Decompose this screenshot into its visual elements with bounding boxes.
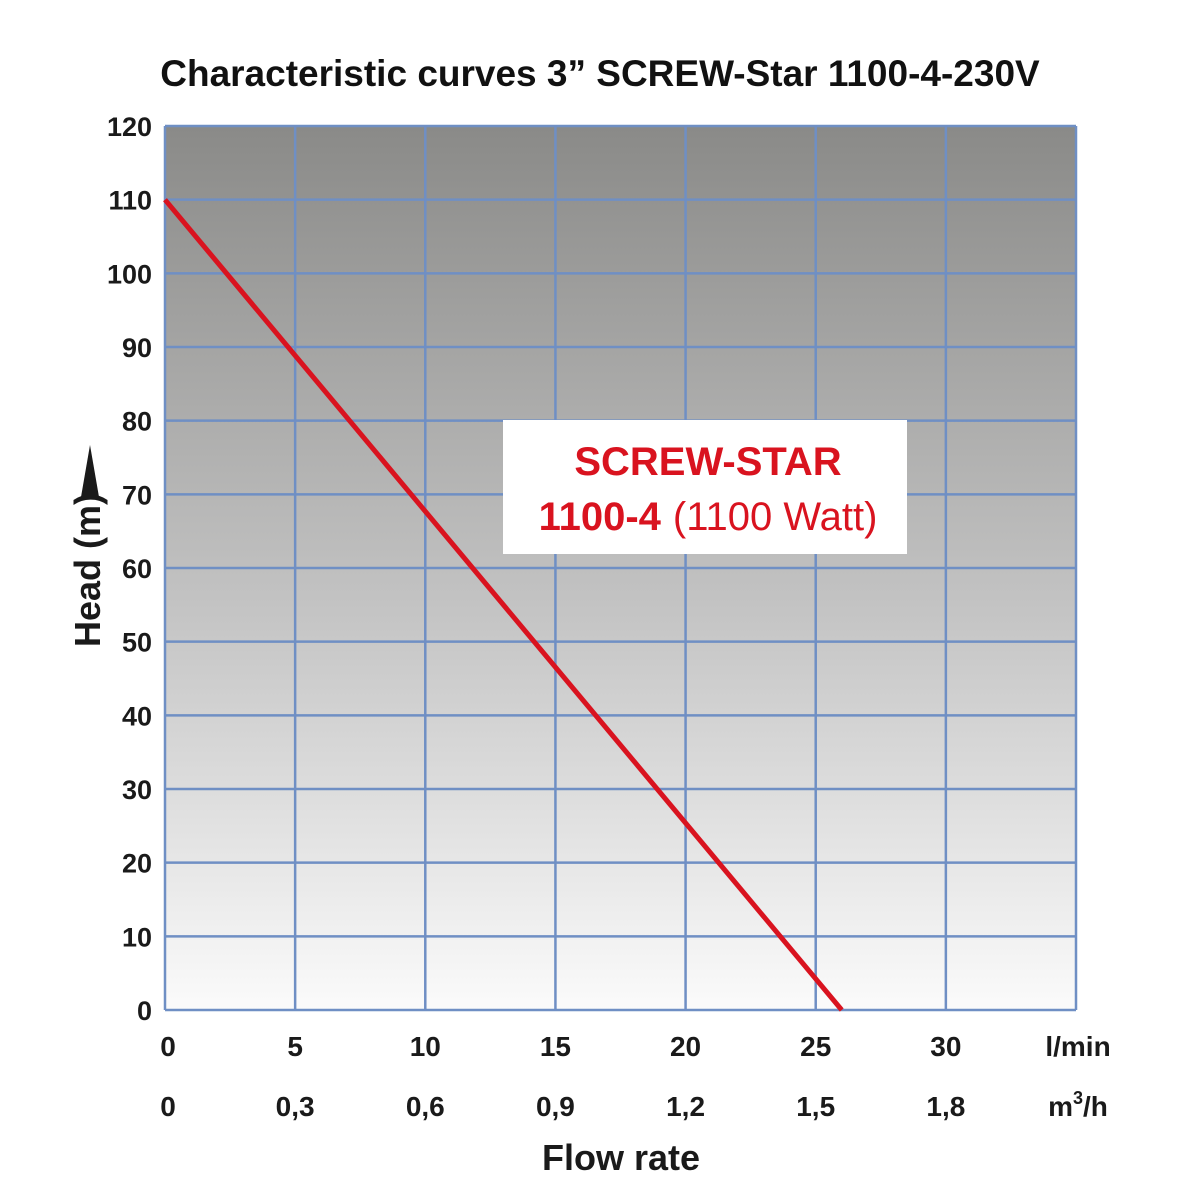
y-tick-label: 20 — [122, 849, 152, 879]
y-tick-label: 40 — [122, 701, 152, 731]
x-tick-label-m3h: 1,5 — [796, 1091, 835, 1122]
y-tick-label: 90 — [122, 333, 152, 363]
x-tick-labels-lmin: 0 5 10 15 20 25 30 — [160, 1031, 961, 1062]
y-tick-label: 0 — [137, 996, 152, 1026]
x-tick-labels-m3h: 0 0,3 0,6 0,9 1,2 1,5 1,8 — [160, 1091, 965, 1122]
y-tick-label: 10 — [122, 922, 152, 952]
y-tick-label: 120 — [107, 112, 152, 142]
y-tick-label: 60 — [122, 554, 152, 584]
x-tick-label-lmin: 30 — [930, 1031, 961, 1062]
x-tick-label-m3h: 0 — [160, 1091, 176, 1122]
x-tick-label-lmin: 15 — [540, 1031, 571, 1062]
y-tick-label: 80 — [122, 407, 152, 437]
series-group — [163, 198, 844, 1012]
x-tick-label-lmin: 10 — [410, 1031, 441, 1062]
x-tick-label-m3h: 0,9 — [536, 1091, 575, 1122]
x-tick-label-lmin: 20 — [670, 1031, 701, 1062]
series-line — [163, 198, 844, 1012]
x-tick-label-m3h: 0,3 — [276, 1091, 315, 1122]
grid — [163, 124, 1078, 1012]
y-axis-label: Head (m) — [67, 493, 108, 647]
annotation-model: 1100-4 — [539, 495, 662, 539]
y-tick-label: 110 — [108, 186, 152, 216]
x-tick-label-m3h: 1,2 — [666, 1091, 705, 1122]
x-tick-label-m3h: 1,8 — [926, 1091, 965, 1122]
y-tick-label: 30 — [122, 775, 152, 805]
annotation-line2: 1100-4 (1100 Watt) — [539, 495, 878, 539]
x-axis-label: Flow rate — [542, 1137, 700, 1178]
chart-title: Characteristic curves 3” SCREW-Star 1100… — [160, 53, 1040, 94]
x-tick-label-lmin: 0 — [160, 1031, 176, 1062]
y-axis-arrow-icon — [81, 445, 99, 497]
y-axis-label-group: Head (m) — [67, 445, 108, 647]
annotation-background — [503, 420, 907, 554]
y-tick-label: 50 — [122, 628, 152, 658]
x-tick-label-lmin: 5 — [287, 1031, 303, 1062]
x-unit-lmin: l/min — [1045, 1031, 1110, 1062]
annotation-power: (1100 Watt) — [673, 495, 878, 539]
annotation-box: SCREW-STAR 1100-4 (1100 Watt) — [503, 420, 907, 554]
annotation-line1: SCREW-STAR — [574, 440, 841, 484]
y-tick-labels: 0 10 20 30 40 50 60 70 80 90 100 110 120 — [107, 112, 152, 1026]
x-tick-label-m3h: 0,6 — [406, 1091, 445, 1122]
y-tick-label: 100 — [107, 259, 152, 289]
x-unit-m3h: m3/h — [1048, 1088, 1108, 1122]
y-tick-label: 70 — [122, 480, 152, 510]
x-tick-label-lmin: 25 — [800, 1031, 831, 1062]
